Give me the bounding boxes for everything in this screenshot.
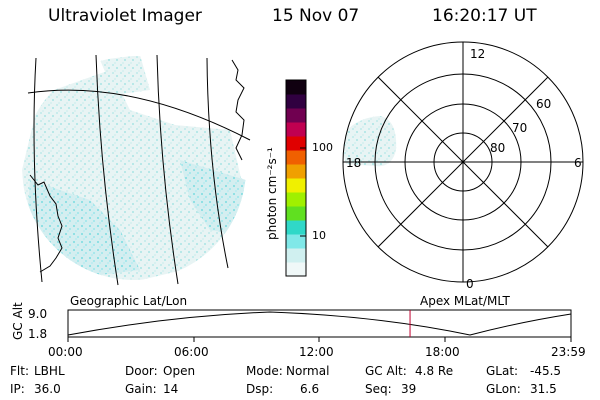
altitude-ymin: 1.8	[28, 327, 48, 341]
colorbar-segment	[286, 178, 306, 193]
door-value: Open	[163, 364, 196, 378]
colorbar-tick-100: 100	[312, 141, 333, 154]
time-tick-0000: 00:00	[48, 345, 83, 359]
colorbar-frame	[285, 79, 307, 277]
altitude-ylabel: GC Alt	[11, 302, 25, 340]
filter-label: Flt:	[10, 364, 29, 378]
mode-label: Mode:	[246, 364, 283, 378]
colorbar-segment	[286, 248, 306, 263]
colorbar-segment	[286, 164, 306, 179]
colorbar-segment	[286, 220, 306, 235]
gain-value: 14	[163, 382, 179, 396]
mlat-label-60: 60	[536, 97, 552, 111]
mlt-label-18: 18	[346, 156, 362, 170]
colorbar-segment	[286, 108, 306, 123]
time-tick-0600: 06:00	[174, 345, 209, 359]
time-tick-2359: 23:59	[551, 345, 586, 359]
time-label: 16:20:17 UT	[432, 6, 537, 26]
mlat-label-80: 80	[490, 141, 506, 155]
colorbar-segment	[286, 234, 306, 249]
dsp-label: Dsp:	[246, 382, 274, 396]
gain-label: Gain:	[125, 382, 157, 396]
colorbar-unit-label: photon cm⁻²s⁻¹	[265, 147, 279, 240]
geo-projection-label: Geographic Lat/Lon	[70, 294, 188, 308]
gcalt-label: GC Alt:	[365, 364, 407, 378]
door-label: Door:	[125, 364, 158, 378]
mlt-label-12: 12	[470, 47, 486, 61]
gcalt-value: 4.8 Re	[415, 364, 454, 378]
filter-value: LBHL	[34, 364, 65, 378]
colorbar-segment	[286, 150, 306, 165]
colorbar-segment	[286, 80, 306, 95]
polar-projection-label: Apex MLat/MLT	[420, 294, 510, 308]
colorbar-segment	[286, 94, 306, 109]
glat-value: -45.5	[530, 364, 562, 378]
altitude-ymax: 9.0	[28, 307, 48, 321]
glat-label: GLat:	[486, 364, 519, 378]
mlt-label-0: 0	[466, 277, 474, 291]
altitude-curve	[67, 311, 572, 336]
polar-plot	[342, 41, 584, 283]
time-tick-1200: 12:00	[299, 345, 334, 359]
geographic-map	[22, 54, 251, 286]
dsp-value: 6.6	[300, 382, 320, 396]
colorbar-ticks	[300, 147, 306, 237]
mode-value: Normal	[286, 364, 330, 378]
colorbar-segment	[286, 122, 306, 137]
mlt-label-6: 6	[574, 156, 582, 170]
colorbar-segment	[286, 192, 306, 207]
colorbar-tick-10: 10	[312, 229, 326, 242]
instrument-title: Ultraviolet Imager	[48, 6, 202, 26]
mlat-label-70: 70	[512, 121, 528, 135]
ip-label: IP:	[10, 382, 25, 396]
date-label: 15 Nov 07	[272, 6, 360, 26]
time-tick-1800: 18:00	[425, 345, 460, 359]
seq-value: 39	[401, 382, 417, 396]
glon-label: GLon:	[486, 382, 521, 396]
colorbar	[285, 79, 307, 277]
ip-value: 36.0	[34, 382, 61, 396]
colorbar-segment	[286, 262, 306, 277]
colorbar-segment	[286, 206, 306, 221]
seq-label: Seq:	[365, 382, 392, 396]
altitude-plot	[67, 309, 572, 342]
glon-value: 31.5	[530, 382, 557, 396]
colorbar-segment	[286, 136, 306, 151]
